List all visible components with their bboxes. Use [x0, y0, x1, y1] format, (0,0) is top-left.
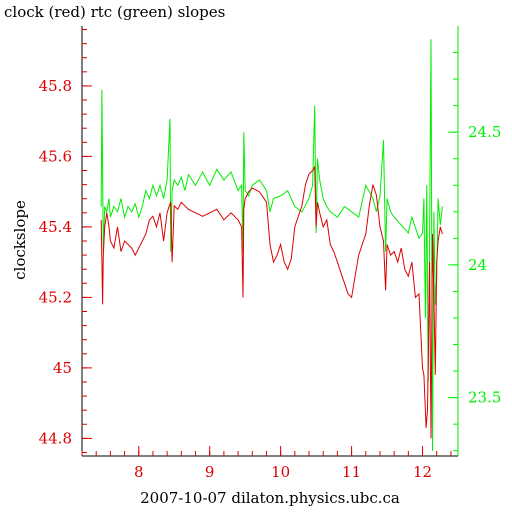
y-left-tick-label: 45.2 [39, 288, 72, 306]
y-right-tick-label: 23.5 [468, 389, 501, 407]
y-left-tick-label: 45.4 [39, 218, 72, 236]
x-tick-label: 9 [205, 463, 215, 481]
series-line-clock [100, 165, 443, 439]
y-right-tick-label: 24.5 [468, 123, 501, 141]
x-tick-label: 8 [134, 463, 144, 481]
y-left-tick-label: 45.8 [39, 77, 72, 95]
x-axis-label: 2007-10-07 dilaton.physics.ubc.ca [140, 489, 400, 507]
y-axis-label: clockslope [11, 200, 29, 280]
x-tick-label: 11 [342, 463, 361, 481]
y-right-tick-label: 24 [468, 256, 487, 274]
series-line-rtc [100, 39, 443, 451]
x-tick-label: 10 [271, 463, 290, 481]
series-layer [100, 39, 443, 451]
y-left-tick-label: 44.8 [39, 429, 72, 447]
x-tick-label: 12 [413, 463, 432, 481]
ticks-layer: 44.8 45 45.2 45.4 45.6 45.8 23.5 24 24.5 8 9 10 11 12 [39, 29, 501, 481]
chart-title: clock (red) rtc (green) slopes [4, 3, 225, 21]
y-left-tick-label: 45.6 [39, 147, 72, 165]
y-left-tick-label: 45 [53, 359, 72, 377]
